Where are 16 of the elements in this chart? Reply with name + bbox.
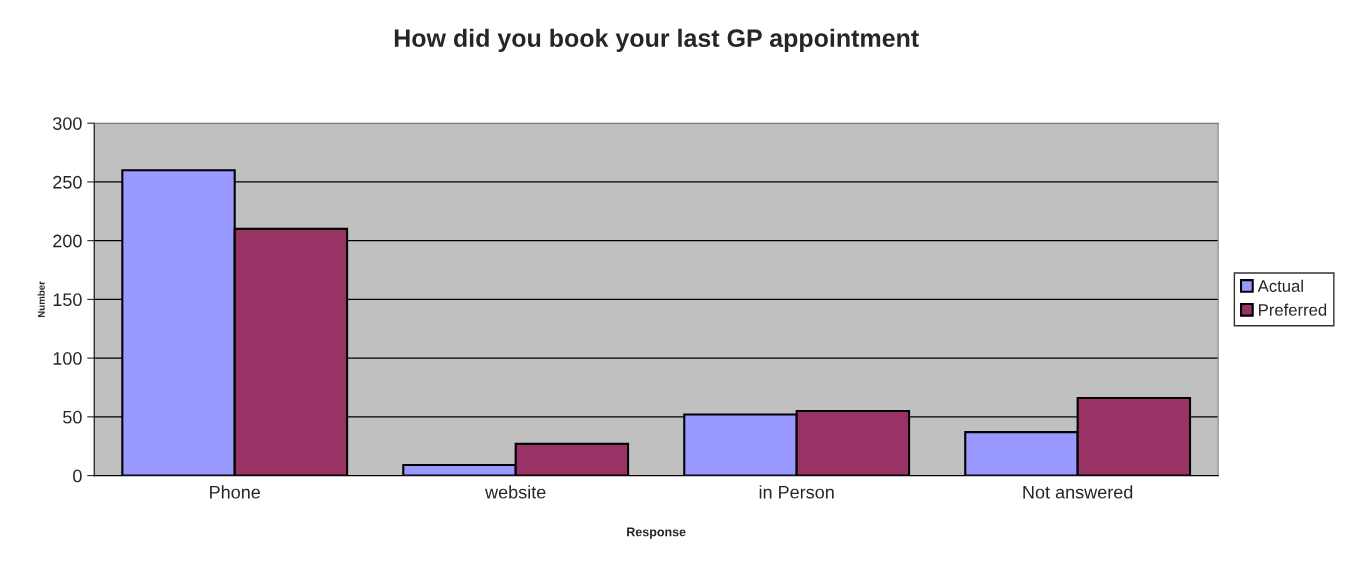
chart-title: How did you book your last GP appointment — [394, 28, 919, 52]
legend-label: Actual — [1257, 279, 1303, 292]
y-axis-title: Number — [37, 281, 45, 318]
x-tick-label: in Person — [759, 485, 834, 499]
y-tick-label: 100 — [53, 352, 82, 365]
x-tick-label: website — [485, 485, 546, 499]
legend-label: Preferred — [1259, 303, 1327, 316]
y-tick-label: 300 — [52, 117, 82, 130]
x-tick-label: Phone — [210, 485, 261, 499]
x-axis-title: Response — [627, 527, 686, 539]
y-tick-label: 50 — [63, 410, 82, 424]
y-tick-label: 250 — [53, 175, 82, 189]
x-tick-label: Not answered — [1023, 485, 1133, 499]
y-tick-label: 200 — [53, 234, 82, 248]
y-tick-label: 0 — [73, 469, 82, 483]
y-tick-label: 150 — [53, 293, 82, 307]
